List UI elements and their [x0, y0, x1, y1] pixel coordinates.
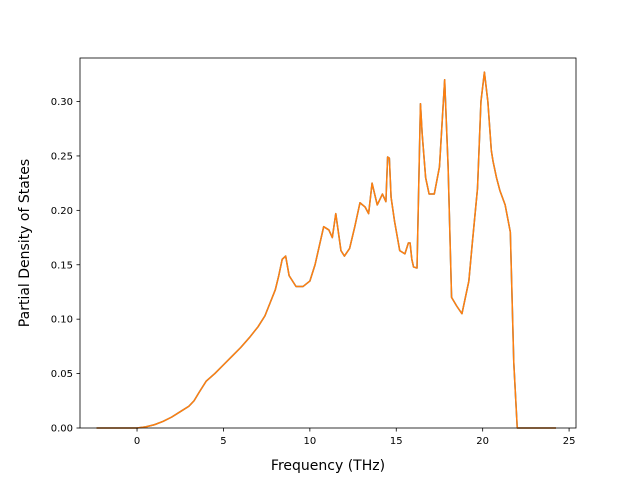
y-tick-label: 0.30 — [51, 97, 73, 108]
plot-frame — [79, 57, 577, 429]
x-tick-label: 20 — [476, 436, 489, 447]
y-tick-label: 0.05 — [51, 369, 73, 380]
x-axis-title: Frequency (THz) — [271, 458, 385, 474]
x-tick-label: 5 — [220, 436, 226, 447]
plot-area-background — [80, 58, 576, 428]
y-tick-label: 0.00 — [51, 424, 73, 435]
y-axis-title: Partial Density of States — [17, 159, 33, 327]
y-tick-label: 0.15 — [51, 260, 73, 271]
series-layer — [96, 71, 557, 429]
x-tick-label: 25 — [563, 436, 576, 447]
y-axis-ticks: 0.00 0.05 0.10 0.15 0.20 0.25 0.30 — [51, 97, 80, 435]
x-tick-label: 15 — [390, 436, 403, 447]
x-tick-label: 10 — [303, 436, 316, 447]
x-axis-ticks: 0 5 10 15 20 25 — [134, 428, 576, 447]
pdos-series-line-2 — [96, 71, 557, 429]
y-tick-label: 0.10 — [51, 315, 73, 326]
y-tick-label: 0.25 — [51, 151, 73, 162]
x-tick-label: 0 — [134, 436, 140, 447]
y-tick-label: 0.20 — [51, 206, 73, 217]
